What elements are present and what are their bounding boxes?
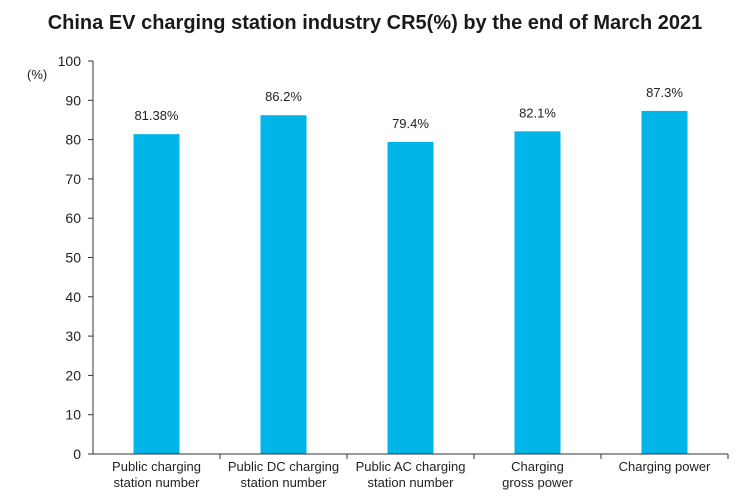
- x-tick-label-line: station number: [368, 475, 455, 490]
- data-label: 79.4%: [392, 116, 429, 131]
- bar: [260, 115, 307, 454]
- x-tick-label-line: station number: [241, 475, 328, 490]
- x-tick-label-line: Public AC charging: [356, 459, 466, 474]
- bar: [641, 110, 688, 454]
- y-tick-label: 40: [65, 289, 81, 305]
- data-label: 82.1%: [519, 105, 556, 120]
- y-axis-unit-label: (%): [27, 67, 47, 82]
- x-tick-label: Public DC charging station number: [228, 459, 339, 490]
- bar: [133, 134, 180, 454]
- data-label: 87.3%: [646, 85, 683, 100]
- x-tick-label-line: Charging: [511, 459, 564, 474]
- y-tick-label: 10: [65, 407, 81, 423]
- x-tick-label: Charging power: [619, 459, 711, 474]
- y-tick-label: 50: [65, 250, 81, 266]
- y-tick-label: 80: [65, 132, 81, 148]
- y-tick-label: 70: [65, 171, 81, 187]
- x-tick-label: Public AC charging station number: [356, 459, 466, 490]
- x-tick-label-line: station number: [114, 475, 201, 490]
- y-tick-label: 90: [65, 92, 81, 108]
- chart-title: China EV charging station industry CR5(%…: [47, 12, 703, 34]
- y-axis: 0 10 20 30 40 50 60 70 80 90 100: [58, 53, 94, 462]
- data-label: 86.2%: [265, 89, 302, 104]
- x-tick-label-line: Public charging: [112, 459, 201, 474]
- x-tick-label-line: Charging power: [619, 459, 711, 474]
- x-tick-label-line: gross power: [502, 475, 573, 490]
- y-tick-label: 20: [65, 367, 81, 383]
- y-tick-label: 0: [73, 446, 81, 462]
- x-tick-label: Public charging station number: [112, 459, 201, 490]
- data-label: 81.38%: [134, 108, 179, 123]
- bar: [514, 131, 561, 455]
- y-tick-label: 100: [58, 53, 82, 69]
- y-tick-label: 60: [65, 210, 81, 226]
- bars: 81.38% 86.2% 79.4% 82.1% 87.3%: [133, 85, 688, 455]
- y-tick-label: 30: [65, 328, 81, 344]
- x-tick-label: Charging gross power: [502, 459, 573, 490]
- bar: [387, 141, 434, 454]
- x-tick-label-line: Public DC charging: [228, 459, 339, 474]
